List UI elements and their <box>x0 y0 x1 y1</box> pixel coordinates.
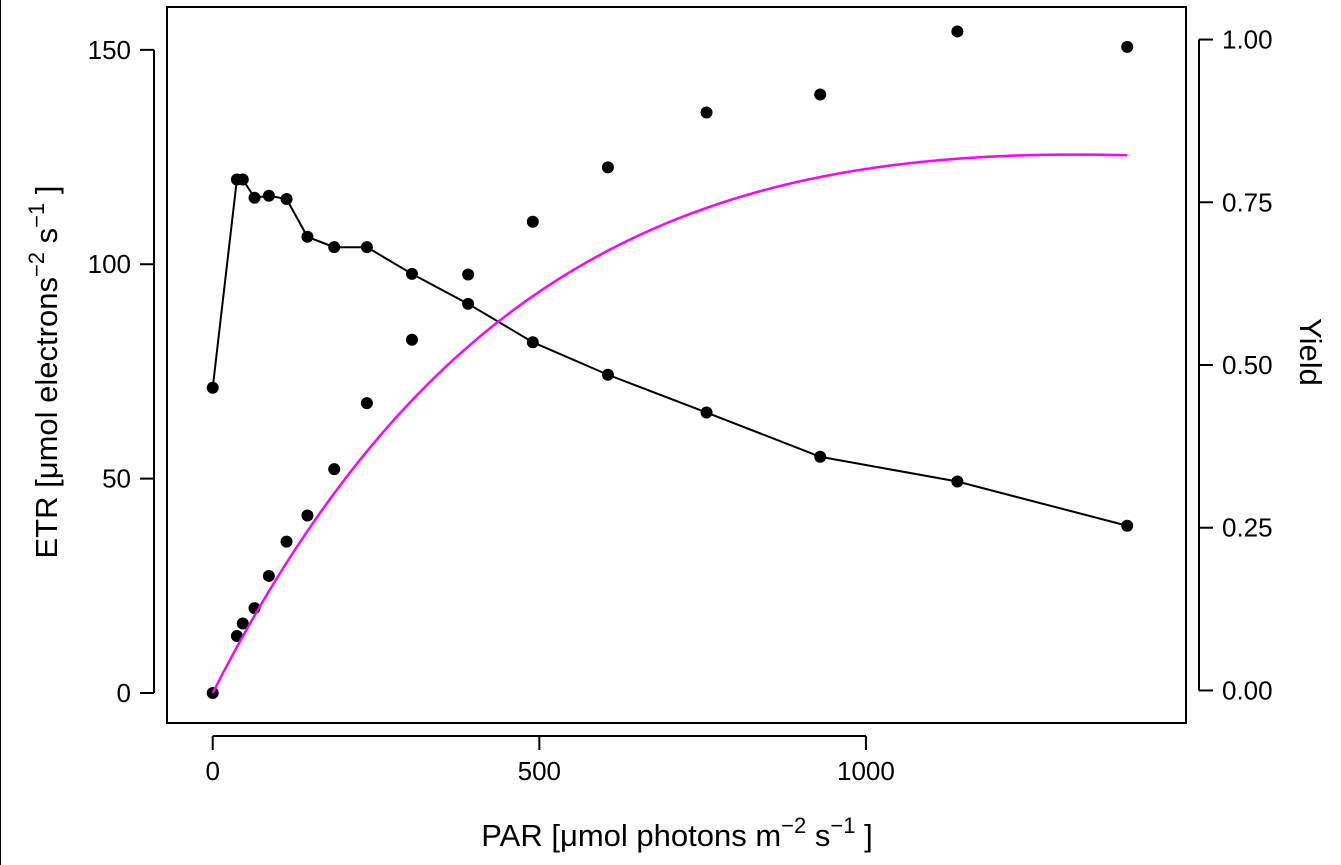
y-left-tick-label: 0 <box>117 678 131 708</box>
etr-point <box>405 333 418 346</box>
etr-point <box>328 463 341 476</box>
y-left-axis-title: ETR [μmol electrons−2 s−1 ] <box>24 185 64 558</box>
y-left-tick-label: 100 <box>88 249 131 279</box>
y-right-tick-label: 0.00 <box>1222 675 1273 705</box>
etr-point <box>951 25 964 38</box>
y-right-axis: 0.00 0.25 0.50 0.75 1.00 <box>1198 25 1273 705</box>
etr-point <box>360 397 373 410</box>
x-axis-title-sup2: −1 <box>830 813 855 838</box>
etr-point <box>1121 40 1134 53</box>
y-left-axis-title-main: ETR [ <box>29 479 64 559</box>
y-left-axis-title-sup1: −2 <box>24 252 49 277</box>
etr-point <box>301 509 314 522</box>
yield-point <box>462 297 475 310</box>
y-right-tick-label: 0.50 <box>1222 350 1273 380</box>
x-axis: 0 500 1000 <box>205 735 895 786</box>
yield-point <box>280 193 293 206</box>
yield-point <box>526 336 539 349</box>
x-axis-title-sup1: −2 <box>781 813 806 838</box>
yield-point <box>206 381 219 394</box>
etr-point <box>814 88 827 101</box>
yield-point <box>360 241 373 254</box>
yield-point <box>405 267 418 280</box>
y-left-axis: 0 50 100 150 <box>88 35 155 708</box>
yield-point <box>301 230 314 243</box>
yield-point <box>700 406 713 419</box>
y-right-tick-label: 0.25 <box>1222 513 1273 543</box>
etr-point <box>262 569 275 582</box>
yield-point <box>951 475 964 488</box>
y-left-axis-title-sup2: −1 <box>24 203 49 228</box>
yield-point <box>262 189 275 202</box>
x-axis-title-end: ] <box>855 818 872 853</box>
etr-point <box>462 268 475 281</box>
y-left-tick-label: 50 <box>102 464 131 494</box>
x-axis-title-mid: s <box>806 818 830 853</box>
y-left-tick-label: 150 <box>88 35 131 65</box>
y-right-axis-title: Yield <box>1293 318 1328 386</box>
yield-point <box>814 450 827 463</box>
etr-point <box>230 629 243 642</box>
y-left-axis-title-mid: s <box>29 228 64 252</box>
etr-point <box>526 215 539 228</box>
x-tick-label: 500 <box>518 756 561 786</box>
yield-point <box>1121 519 1134 532</box>
x-tick-label: 1000 <box>837 756 895 786</box>
y-right-tick-label: 0.75 <box>1222 187 1273 217</box>
y-right-tick-label: 1.00 <box>1222 25 1273 55</box>
x-axis-title-rest: mol photons m <box>578 818 781 853</box>
x-axis-title-main: PAR [ <box>481 818 560 853</box>
yield-point <box>328 241 341 254</box>
fit-curve <box>211 153 1128 694</box>
yield-point <box>248 191 261 204</box>
yield-point <box>236 173 249 186</box>
y-left-axis-title-mu: μ <box>29 461 64 479</box>
x-tick-label: 0 <box>205 756 219 786</box>
etr-point <box>236 617 249 630</box>
x-axis-title-mu: μ <box>560 818 578 853</box>
etr-point <box>280 535 293 548</box>
etr-point <box>700 106 713 119</box>
series-layer <box>206 25 1134 699</box>
yield-point <box>601 368 614 381</box>
y-left-axis-title-end: ] <box>29 185 64 202</box>
x-axis-title: PAR [μmol photons m−2 s−1 ] <box>481 813 872 853</box>
y-left-axis-title-rest: mol electrons <box>29 277 64 461</box>
etr-point <box>601 161 614 174</box>
plot-frame <box>166 6 1187 724</box>
